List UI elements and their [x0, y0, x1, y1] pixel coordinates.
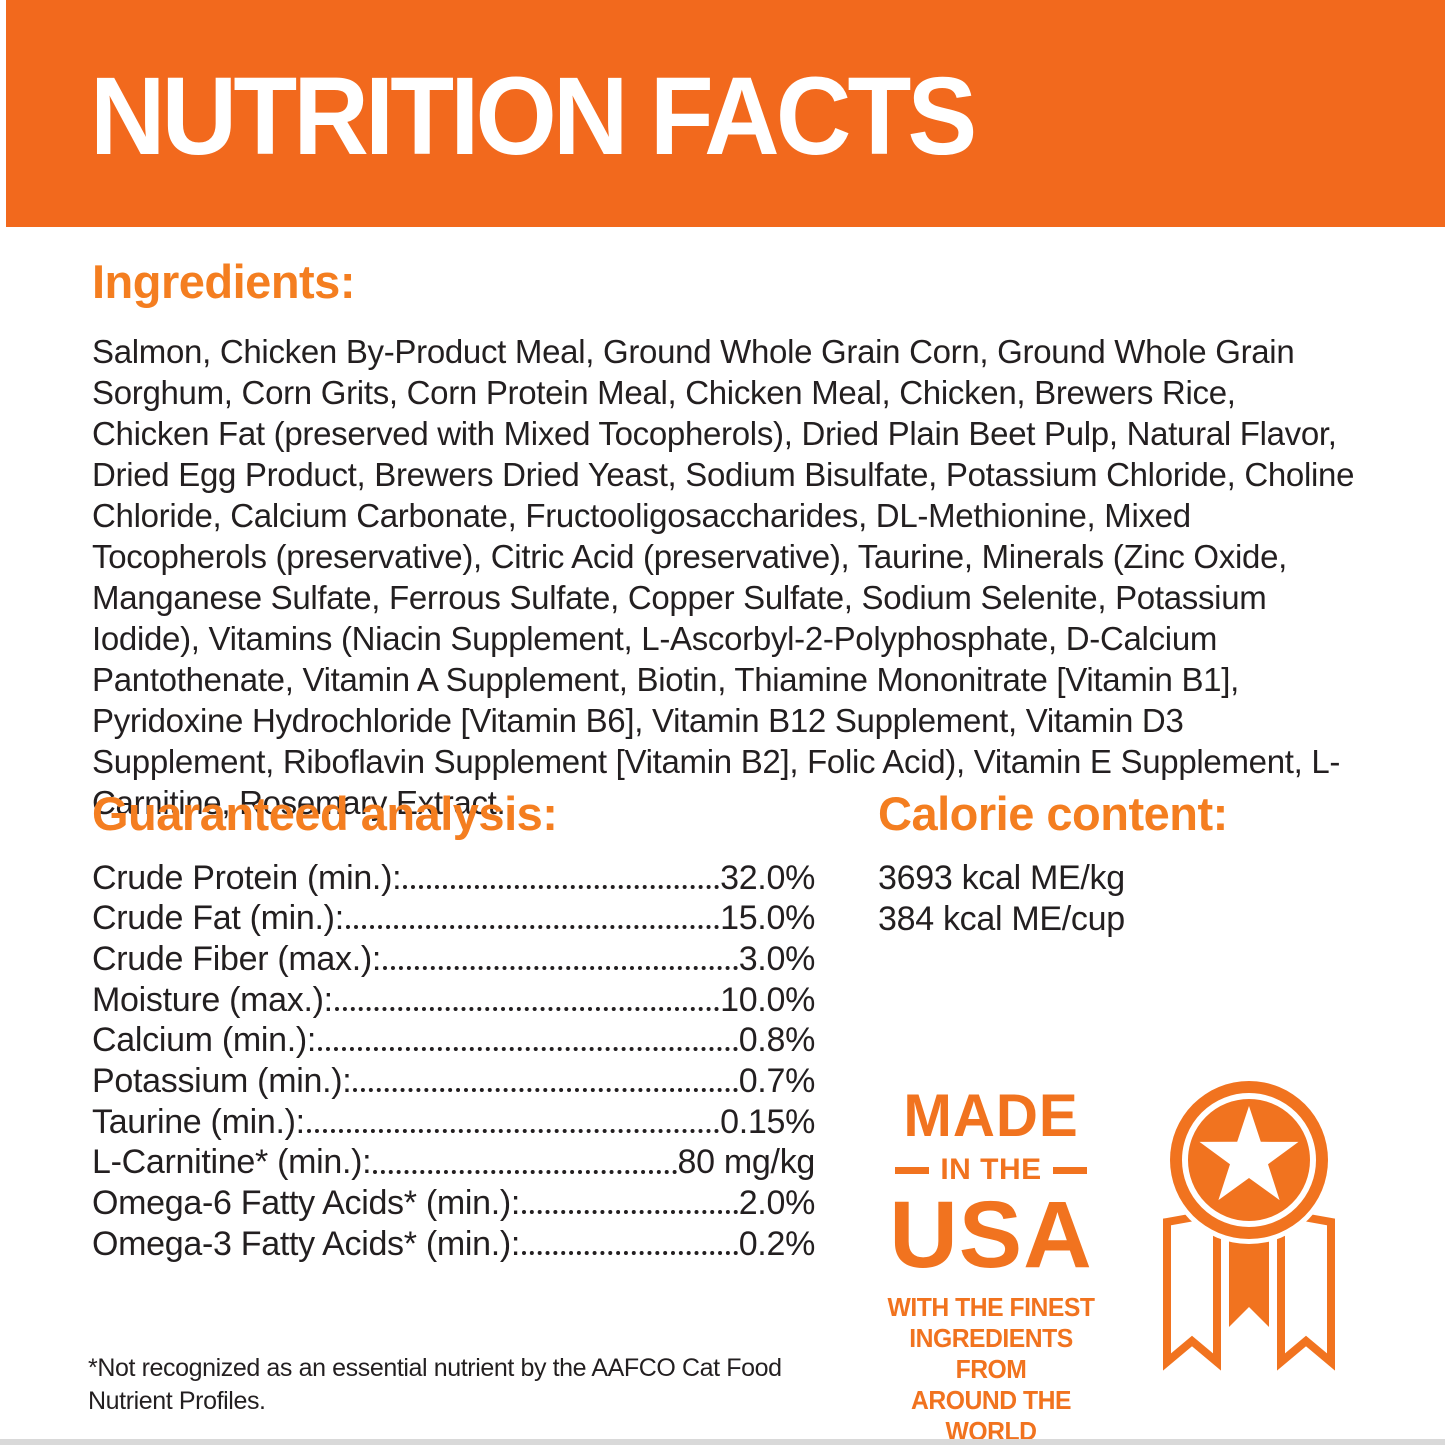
made-in-usa-block: MADE IN THE USA WITH THE FINEST INGREDIE…	[870, 1086, 1112, 1447]
calorie-content-heading: Calorie content:	[878, 787, 1228, 840]
dot-leader	[334, 1006, 720, 1011]
table-row: Potassium (min.): 0.7%	[92, 1059, 815, 1100]
table-row: Calcium (min.): 0.8%	[92, 1019, 815, 1060]
in-the-label: IN THE	[940, 1153, 1042, 1186]
dash-right	[1052, 1166, 1087, 1174]
analysis-label: L-Carnitine* (min.):	[92, 1143, 372, 1182]
dot-leader	[522, 1210, 738, 1215]
ingredients-text: Salmon, Chicken By-Product Meal, Ground …	[92, 333, 1355, 821]
analysis-value: 0.8%	[738, 1021, 816, 1060]
tagline-line: INGREDIENTS FROM	[909, 1323, 1073, 1385]
dot-leader	[383, 966, 738, 971]
analysis-value: 0.7%	[738, 1062, 816, 1101]
analysis-label: Potassium (min.):	[92, 1062, 352, 1101]
table-row: Taurine (min.): 0.15%	[92, 1100, 815, 1141]
analysis-value: 80 mg/kg	[677, 1143, 816, 1182]
table-row: Crude Fat (min.): 15.0%	[92, 897, 815, 938]
analysis-value: 0.15%	[720, 1102, 815, 1141]
analysis-value: 10.0%	[720, 980, 815, 1019]
dot-leader	[318, 1047, 738, 1052]
analysis-label: Crude Fat (min.):	[92, 899, 344, 938]
table-row: Moisture (max.): 10.0%	[92, 978, 815, 1019]
in-the-row: IN THE	[870, 1155, 1112, 1185]
analysis-label: Omega-6 Fatty Acids* (min.):	[92, 1184, 521, 1223]
dot-leader	[522, 1250, 738, 1255]
analysis-label: Taurine (min.):	[92, 1102, 305, 1141]
calorie-content-values: 3693 kcal ME/kg 384 kcal ME/cup	[878, 858, 1125, 940]
analysis-value: 2.0%	[738, 1184, 816, 1223]
table-row: Crude Fiber (max.): 3.0%	[92, 937, 815, 978]
footnote: *Not recognized as an essential nutrient…	[88, 1354, 782, 1415]
analysis-value: 3.0%	[738, 939, 816, 978]
analysis-value: 0.2%	[738, 1224, 816, 1263]
dash-left	[895, 1166, 930, 1174]
made-label: MADE	[903, 1082, 1079, 1149]
analysis-label: Crude Fiber (max.):	[92, 939, 382, 978]
table-row: Omega-6 Fatty Acids* (min.): 2.0%	[92, 1182, 815, 1223]
header-banner: NUTRITION FACTS	[6, 0, 1445, 227]
table-row: Omega-3 Fatty Acids* (min.): 0.2%	[92, 1222, 815, 1263]
analysis-label: Crude Protein (min.):	[92, 858, 402, 897]
analysis-label: Omega-3 Fatty Acids* (min.):	[92, 1224, 521, 1263]
calorie-kg-line: 3693 kcal ME/kg	[878, 859, 1125, 897]
ingredients-heading: Ingredients:	[92, 255, 355, 308]
usa-tagline: WITH THE FINEST INGREDIENTS FROM AROUND …	[876, 1292, 1106, 1447]
usa-label: USA	[889, 1182, 1093, 1288]
bottom-edge-strip	[0, 1439, 1445, 1445]
guaranteed-analysis-table: Crude Protein (min.): 32.0% Crude Fat (m…	[92, 856, 815, 1263]
dot-leader	[403, 884, 720, 889]
analysis-label: Calcium (min.):	[92, 1021, 317, 1060]
tagline-line: AROUND THE WORLD	[911, 1385, 1071, 1447]
guaranteed-analysis-heading: Guaranteed analysis:	[92, 787, 558, 840]
calorie-cup-line: 384 kcal ME/cup	[878, 900, 1125, 938]
award-ribbon-star-icon	[1163, 1076, 1335, 1371]
dot-leader	[306, 1128, 720, 1133]
dot-leader	[373, 1169, 677, 1174]
dot-leader	[353, 1088, 738, 1093]
table-row: L-Carnitine* (min.): 80 mg/kg	[92, 1141, 815, 1182]
dot-leader	[345, 925, 720, 930]
analysis-value: 15.0%	[720, 899, 815, 938]
table-row: Crude Protein (min.): 32.0%	[92, 856, 815, 897]
tagline-line: WITH THE FINEST	[887, 1292, 1095, 1323]
analysis-label: Moisture (max.):	[92, 980, 333, 1019]
page-title: NUTRITION FACTS	[90, 55, 977, 178]
analysis-value: 32.0%	[720, 858, 815, 897]
